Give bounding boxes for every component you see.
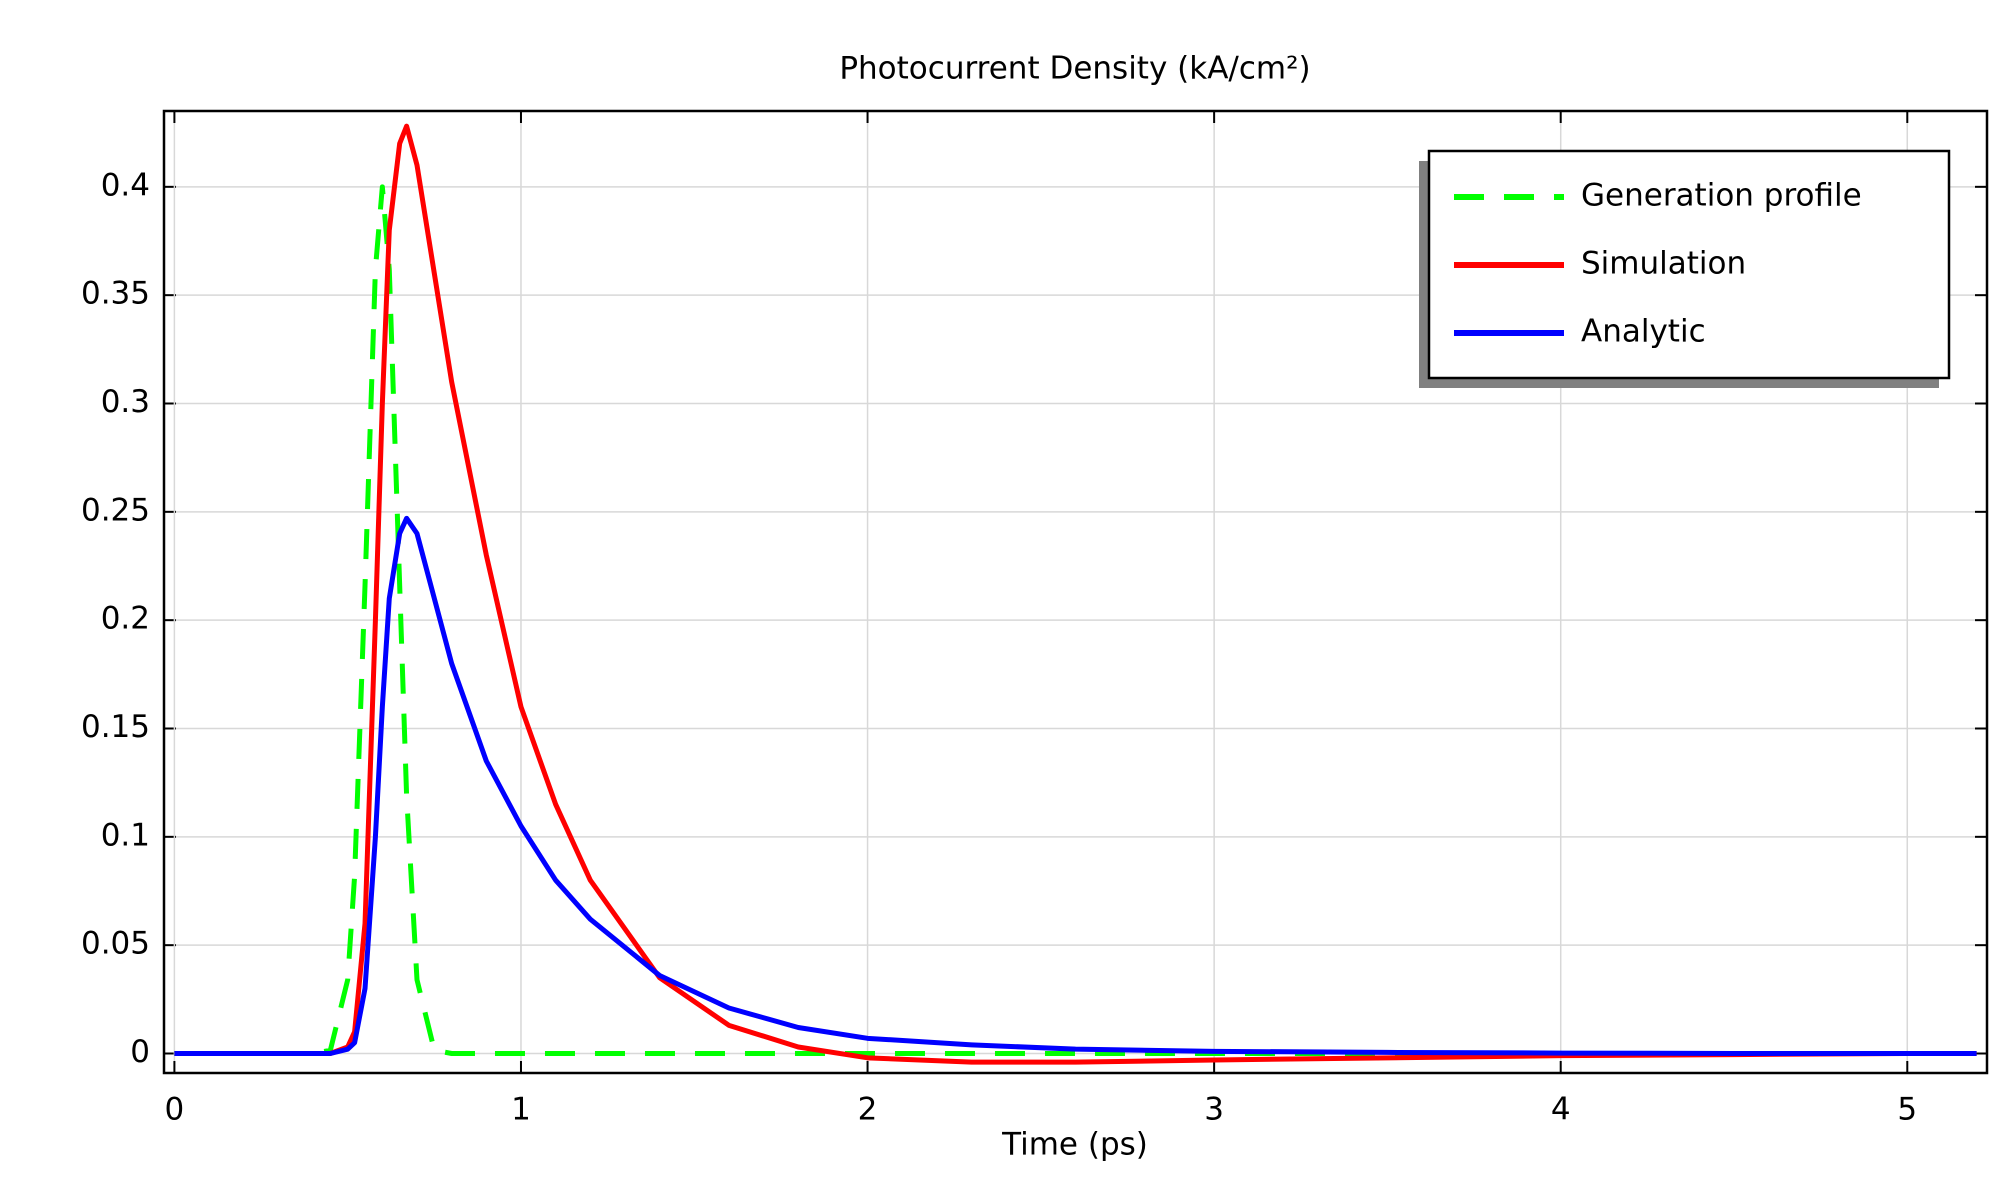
legend-label: Generation profile <box>1581 178 1862 214</box>
y-tick-label: 0.35 <box>81 276 150 312</box>
data-line <box>174 515 1977 1056</box>
x-tick-label: 5 <box>1897 1092 1917 1128</box>
legend-label: Analytic <box>1581 314 1706 350</box>
y-tick-label: 0.3 <box>101 384 150 420</box>
data-line <box>174 184 1977 1056</box>
x-tick-label: 1 <box>511 1092 531 1128</box>
data-line <box>174 123 1977 1065</box>
y-tick-label: 0.25 <box>81 492 150 528</box>
y-tick-label: 0 <box>130 1034 150 1070</box>
y-tick-label: 0.2 <box>101 601 150 637</box>
y-tick-label: 0.4 <box>101 167 150 203</box>
legend-label: Simulation <box>1581 246 1746 282</box>
plot-frame <box>162 109 1989 1075</box>
x-axis-label: Time (ps) <box>1001 1127 1148 1163</box>
x-tick-label: 2 <box>858 1092 878 1128</box>
y-tick-label: 0.1 <box>101 817 150 853</box>
x-tick-label: 0 <box>165 1092 185 1128</box>
y-tick-label: 0.05 <box>81 926 150 962</box>
chart-title: Photocurrent Density (kA/cm²) <box>839 51 1310 87</box>
y-tick-label: 0.15 <box>81 709 150 745</box>
x-tick-label: 4 <box>1551 1092 1571 1128</box>
x-tick-label: 3 <box>1204 1092 1224 1128</box>
